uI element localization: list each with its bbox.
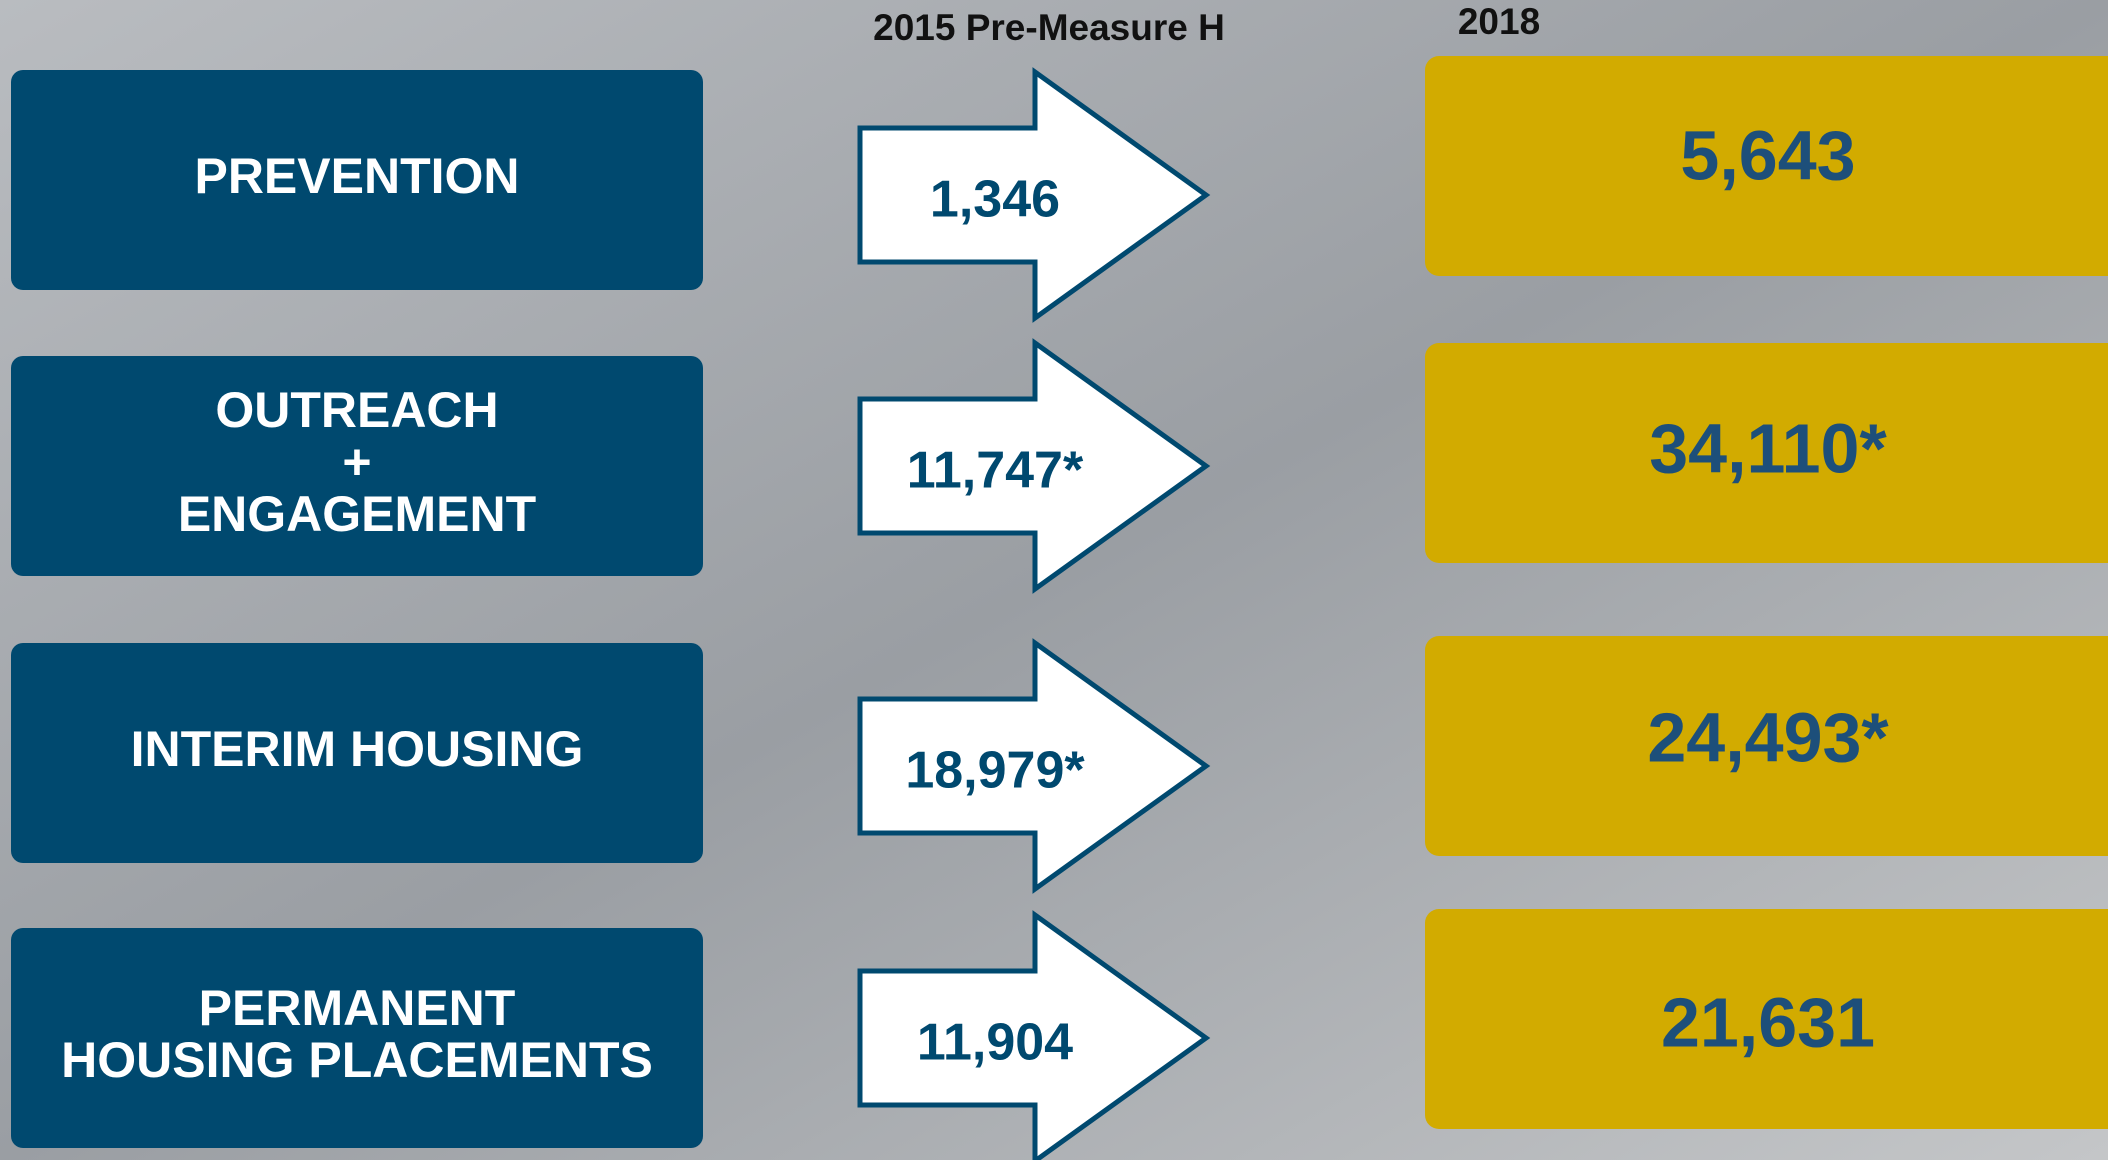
category-label: OUTREACH [215,382,498,438]
after-value: 34,110* [1649,409,1887,487]
after-value: 5,643 [1680,116,1855,194]
before-value: 11,904 [917,1014,1073,1072]
after-value: 21,631 [1661,983,1875,1061]
category-label: PREVENTION [194,148,519,204]
after-value: 24,493* [1647,698,1889,776]
arrow [857,67,1211,323]
category-label: ENGAGEMENT [178,486,536,542]
arrow [857,338,1211,594]
before-value: 11,747* [907,442,1084,500]
category-box [11,643,703,863]
category-box [11,70,703,290]
header-after: 2018 [1458,1,1540,42]
header-before: 2015 Pre-Measure H [873,7,1225,48]
result-box [1425,56,2108,276]
category-label: PERMANENT [199,980,516,1036]
arrow [857,910,1211,1165]
result-box [1425,636,2108,856]
category-box [11,928,703,1148]
before-value: 18,979* [905,742,1085,800]
result-box [1425,909,2108,1129]
category-box [11,356,703,576]
category-label: HOUSING PLACEMENTS [61,1032,653,1088]
result-box [1425,343,2108,563]
category-label: INTERIM HOUSING [131,721,584,777]
category-label: + [342,434,371,490]
before-value: 1,346 [930,171,1060,229]
arrow [857,638,1211,894]
